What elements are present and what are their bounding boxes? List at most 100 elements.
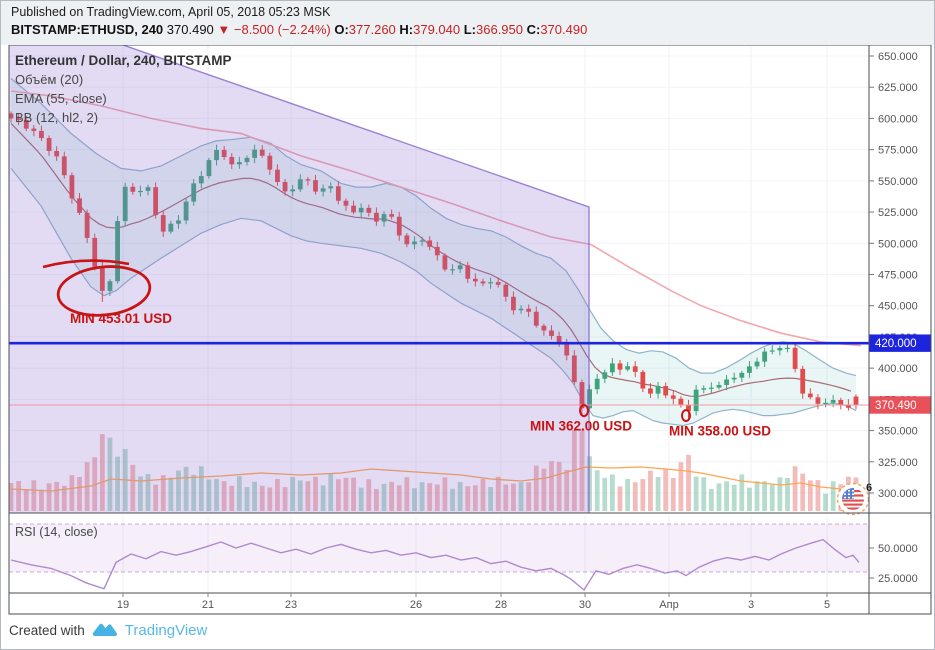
min-ellipse-annotation <box>56 265 152 317</box>
legend-bb-study: BB (12, hl2, 2) <box>15 110 99 125</box>
price-axis-label: 500.000 <box>878 238 918 250</box>
volume-bar <box>412 488 417 511</box>
candle-body <box>579 382 585 409</box>
flag-stripe <box>842 507 864 510</box>
volume-bar <box>267 487 273 511</box>
candle-body <box>526 308 532 312</box>
volume-bar <box>221 481 227 511</box>
candle-body <box>571 355 577 383</box>
volume-bar <box>9 483 14 511</box>
volume-bar <box>305 481 311 511</box>
bb-fill <box>11 78 856 426</box>
volume-bar <box>503 484 509 511</box>
price-axis-label: 625.000 <box>878 82 918 94</box>
volume-bar <box>830 481 836 511</box>
volume-bar <box>632 482 638 511</box>
volume-bar <box>328 474 334 511</box>
time-axis-label: 21 <box>202 599 214 611</box>
flag-stripe <box>854 494 864 497</box>
price-axis-label: 475.000 <box>878 270 918 282</box>
volume-bar <box>480 478 486 511</box>
flag-stars <box>844 496 846 499</box>
candle-body <box>442 255 448 270</box>
candle-body <box>503 284 509 297</box>
volume-bar <box>31 480 37 511</box>
candle-body <box>46 138 52 151</box>
volume-bar <box>61 485 67 511</box>
candle-body <box>23 119 29 129</box>
price-badge-420 <box>869 334 931 352</box>
candle-body <box>381 214 387 222</box>
candle-body <box>609 363 615 373</box>
volume-bar <box>762 481 768 511</box>
volume-bar <box>655 476 661 511</box>
candle-body <box>374 212 379 222</box>
candle-body <box>602 372 608 379</box>
candle-body <box>130 186 136 192</box>
volume-bar <box>69 475 75 511</box>
volume-bar <box>351 477 356 511</box>
legend-symbol: Ethereum / Dollar, 240, BITSTAMP <box>15 53 232 68</box>
volume-bar <box>236 476 242 511</box>
volume-bar <box>724 481 729 511</box>
volume-bar <box>290 476 296 511</box>
volume-bar <box>434 484 440 511</box>
min-annotation-text: MIN 362.00 USD <box>530 419 632 434</box>
rsi-line <box>10 538 860 592</box>
volume-bar <box>282 487 288 511</box>
legend-ema-study: EMA (55, close) <box>15 91 107 106</box>
min-circle-annotation <box>681 409 691 423</box>
min-circle-annotation <box>579 404 589 418</box>
volume-bar <box>564 469 570 511</box>
volume-bar <box>807 480 813 511</box>
volume-bar <box>777 477 783 511</box>
candle-body <box>853 396 859 405</box>
candle-body <box>769 350 775 352</box>
volume-bar <box>214 478 219 511</box>
candle-body <box>800 368 806 394</box>
candle-body <box>221 149 227 157</box>
published-text: Published on TradingView.com, April 05, … <box>11 5 331 19</box>
flag-stars <box>852 493 854 495</box>
flag-stars <box>848 490 850 492</box>
candle-body <box>107 281 113 291</box>
close-value: 370.490 <box>540 22 588 37</box>
volume-bar <box>168 477 174 511</box>
volume-bar <box>602 477 608 511</box>
flag-stripe <box>842 503 864 506</box>
tradingview-link[interactable]: TradingView <box>124 622 208 639</box>
volume-bar <box>754 481 760 511</box>
candle-body <box>115 221 120 282</box>
high-label: H: <box>399 22 414 37</box>
candle-body <box>236 162 242 165</box>
candle-body <box>511 296 516 311</box>
candle-body <box>122 186 128 222</box>
candle-body <box>351 205 356 213</box>
volume-bar <box>617 486 623 511</box>
volume-bar <box>686 454 691 511</box>
candle-body <box>625 366 631 370</box>
candle-body <box>358 207 364 213</box>
rsi-label: RSI (14, close) <box>15 525 98 539</box>
candle-body <box>343 200 349 206</box>
candle-body <box>153 187 159 216</box>
volume-bar <box>579 429 585 511</box>
candle-body <box>31 128 37 131</box>
price-axis-label: 400.000 <box>878 363 918 375</box>
time-axis-label: 23 <box>285 599 297 611</box>
volume-bar <box>381 483 387 511</box>
time-axis-label: 3 <box>748 599 754 611</box>
flag-stripe <box>842 499 864 502</box>
volume-bar <box>609 474 615 511</box>
volume-bar <box>518 482 524 511</box>
bb-lower-line <box>10 168 857 427</box>
volume-bar <box>739 474 745 511</box>
candle-body <box>92 237 98 267</box>
flag-stars <box>848 496 850 499</box>
candle-body <box>655 386 661 394</box>
tradingview-logo-icon <box>92 623 117 636</box>
candle-body <box>533 311 539 326</box>
volume-bar <box>541 468 547 511</box>
candle-body <box>252 149 258 158</box>
